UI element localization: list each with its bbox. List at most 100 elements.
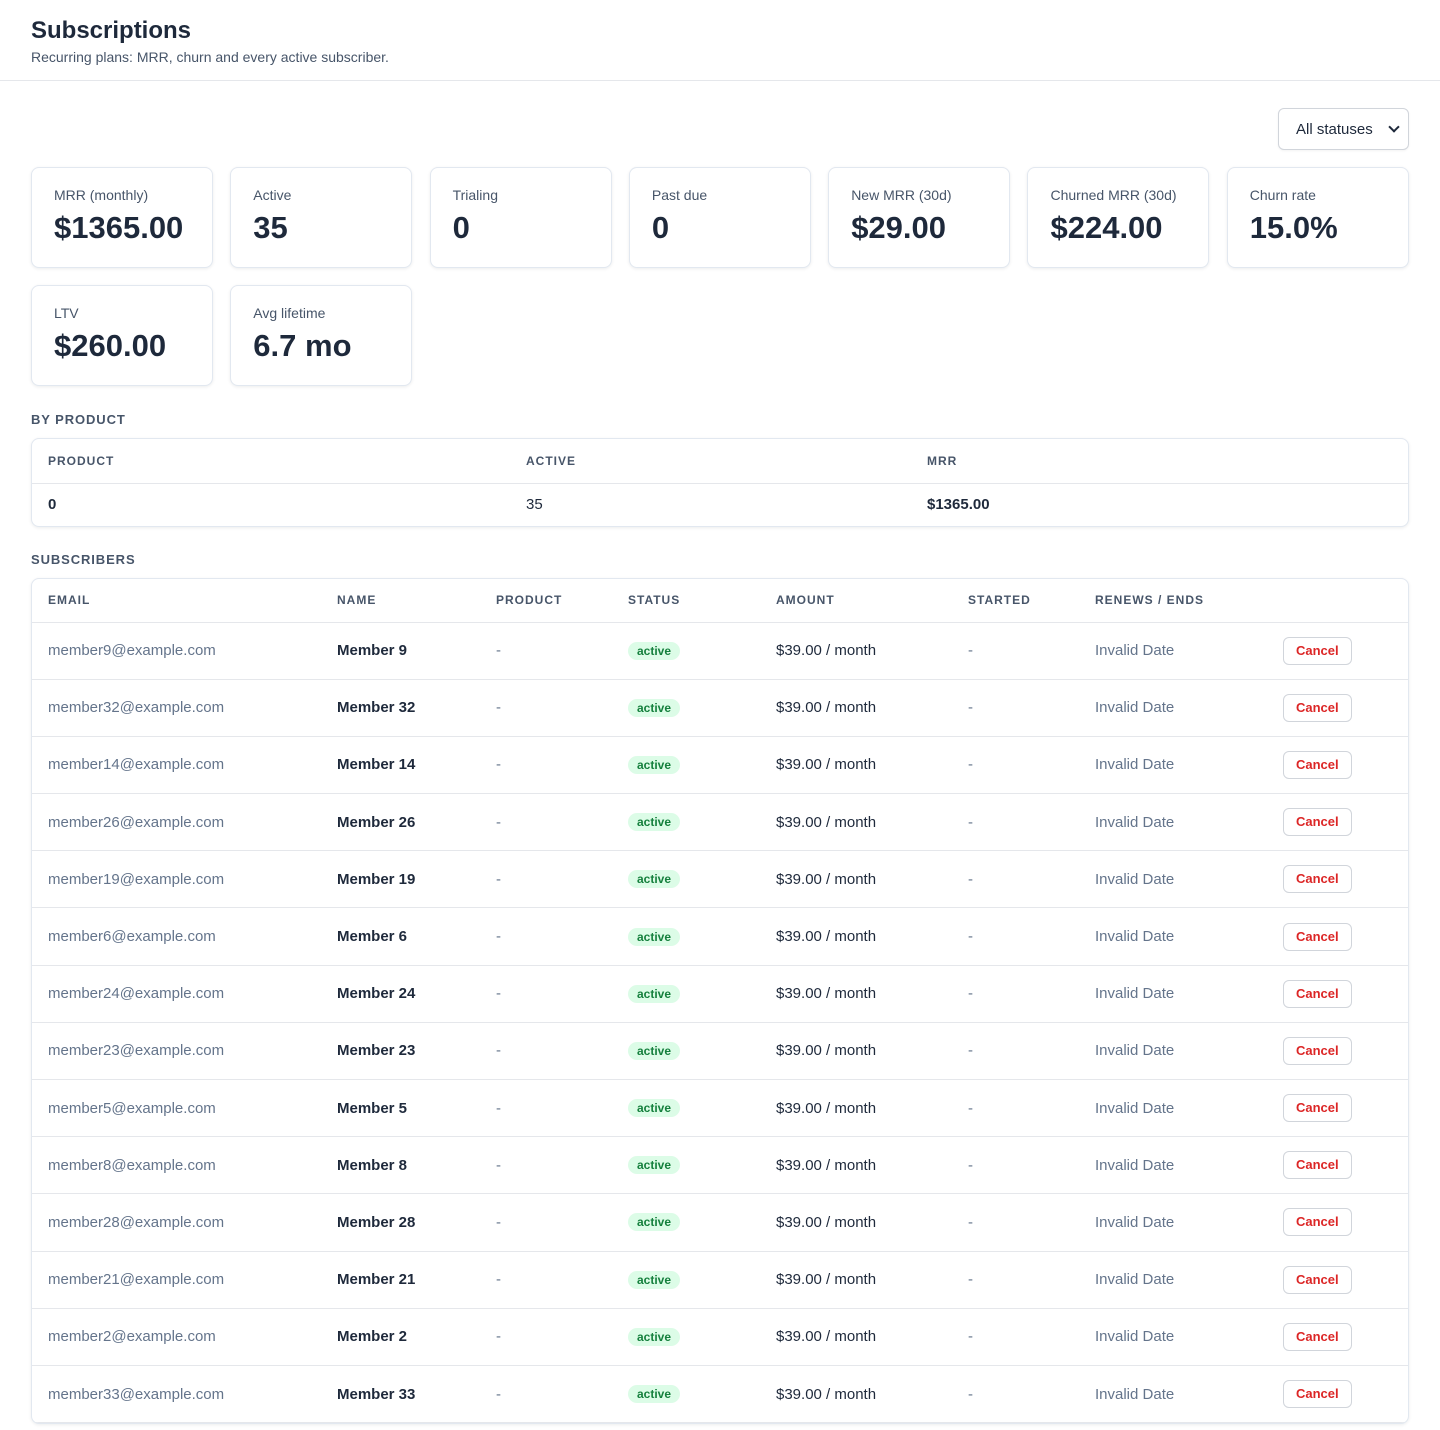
actions-cell: Cancel [1267,622,1408,680]
name-cell: Member 9 [321,622,480,680]
email-cell: member14@example.com [32,736,321,795]
stat-label: LTV [54,305,79,321]
name-cell: Member 2 [321,1308,480,1366]
column-header: Renews / Ends [1079,579,1267,623]
product-cell: - [480,1365,612,1424]
cancel-button[interactable]: Cancel [1283,922,1352,951]
by-product-table-card: Product Active MRR 0 35 $1365.00 [31,438,1409,527]
started-cell: - [952,1136,1079,1195]
cancel-button[interactable]: Cancel [1283,636,1352,665]
product-cell: - [480,1251,612,1309]
stat-label: New MRR (30d) [851,187,952,203]
actions-cell: Cancel [1267,679,1408,737]
stats-grid: MRR (monthly) $1365.00 Active 35 Trialing 0 Pa… [31,167,1409,386]
table-row: 0 35 $1365.00 [32,483,1408,526]
cancel-button[interactable]: Cancel [1283,1094,1352,1123]
renews-cell: Invalid Date [1079,1022,1267,1081]
renews-cell: Invalid Date [1079,1079,1267,1138]
started-cell: - [952,736,1079,795]
stat-label: Churn rate [1249,187,1316,203]
started-cell: - [952,965,1079,1023]
stat-value: $260.00 [54,328,167,363]
email-cell: member6@example.com [32,907,321,966]
email-cell: member5@example.com [32,1079,321,1138]
renews-cell: Invalid Date [1079,622,1267,680]
status-badge: active [628,1099,681,1118]
product-cell: - [480,1022,612,1081]
stat-value: $224.00 [1050,210,1163,245]
page-subtitle: Recurring plans: MRR, churn and every ac… [31,49,389,65]
main-content: All statuses MRR (monthly) $1365.00 Active… [0,81,1440,1425]
table-row: member2@example.com Member 2- active $39.00… [32,1308,1408,1366]
amount-cell: $39.00 / month [760,1079,952,1138]
status-cell: active [612,736,760,795]
cancel-button[interactable]: Cancel [1283,979,1352,1008]
filter-row: All statuses [31,81,1409,167]
column-header: Product [480,579,612,623]
cancel-button[interactable]: Cancel [1283,808,1352,837]
actions-cell: Cancel [1267,1079,1408,1138]
table-row: member28@example.com Member 28- active $39.… [32,1193,1408,1252]
cancel-button[interactable]: Cancel [1283,1036,1352,1065]
name-cell: Member 26 [321,793,480,852]
subscribers-title: Subscribers [31,552,136,567]
email-cell: member32@example.com [32,679,321,737]
by-product-title: By product [31,412,126,427]
status-badge: active [628,1327,681,1346]
status-badge: active [628,755,681,774]
stat-card: Churned MRR (30d) $224.00 [1027,167,1210,268]
started-cell: - [952,1079,1079,1138]
subscribers-table: Email Name Product Status Amount Started Renew… [32,579,1408,1424]
renews-cell: Invalid Date [1079,965,1267,1023]
stat-value: $29.00 [851,210,947,245]
product-cell: - [480,679,612,737]
started-cell: - [952,1308,1079,1366]
stat-label: Churned MRR (30d) [1050,187,1177,203]
cancel-button[interactable]: Cancel [1283,750,1352,779]
cancel-button[interactable]: Cancel [1283,1151,1352,1180]
cancel-button[interactable]: Cancel [1283,693,1352,722]
actions-cell: Cancel [1267,907,1408,966]
column-header: MRR [911,439,1408,484]
stat-card: Active 35 [230,167,413,268]
cancel-button[interactable]: Cancel [1283,865,1352,894]
name-cell: Member 6 [321,907,480,966]
status-cell: active [612,622,760,680]
email-cell: member33@example.com [32,1365,321,1424]
stat-card: Churn rate 15.0% [1226,167,1409,268]
amount-cell: $39.00 / month [760,622,952,680]
amount-cell: $39.00 / month [760,1136,952,1195]
table-header-row: Email Name Product Status Amount Started Renew… [32,579,1408,623]
stat-label: Trialing [452,187,498,203]
actions-cell: Cancel [1267,1136,1408,1195]
cancel-button[interactable]: Cancel [1283,1380,1352,1409]
stat-value: $1365.00 [54,210,184,245]
renews-cell: Invalid Date [1079,679,1267,737]
status-badge: active [628,1041,681,1060]
email-cell: member24@example.com [32,965,321,1023]
status-filter-select[interactable]: All statuses [1278,108,1409,150]
email-cell: member8@example.com [32,1136,321,1195]
email-cell: member26@example.com [32,793,321,852]
cancel-button[interactable]: Cancel [1283,1208,1352,1237]
column-header: Active [510,439,911,484]
stat-value: 6.7 mo [253,328,352,363]
status-cell: active [612,679,760,737]
actions-header [1267,579,1408,623]
stat-card: LTV $260.00 [31,285,213,386]
status-badge: active [628,927,681,946]
renews-cell: Invalid Date [1079,1193,1267,1252]
name-cell: Member 23 [321,1022,480,1081]
status-cell: active [612,1193,760,1252]
status-badge: active [628,1156,681,1175]
product-cell: - [480,907,612,966]
email-cell: member21@example.com [32,1251,321,1309]
status-badge: active [628,1213,681,1232]
name-cell: Member 28 [321,1193,480,1252]
table-row: member5@example.com Member 5- active $39.00… [32,1079,1408,1138]
stat-value: 15.0% [1249,210,1338,245]
actions-cell: Cancel [1267,736,1408,795]
cancel-button[interactable]: Cancel [1283,1265,1352,1294]
product-cell: - [480,1193,612,1252]
cancel-button[interactable]: Cancel [1283,1322,1352,1351]
